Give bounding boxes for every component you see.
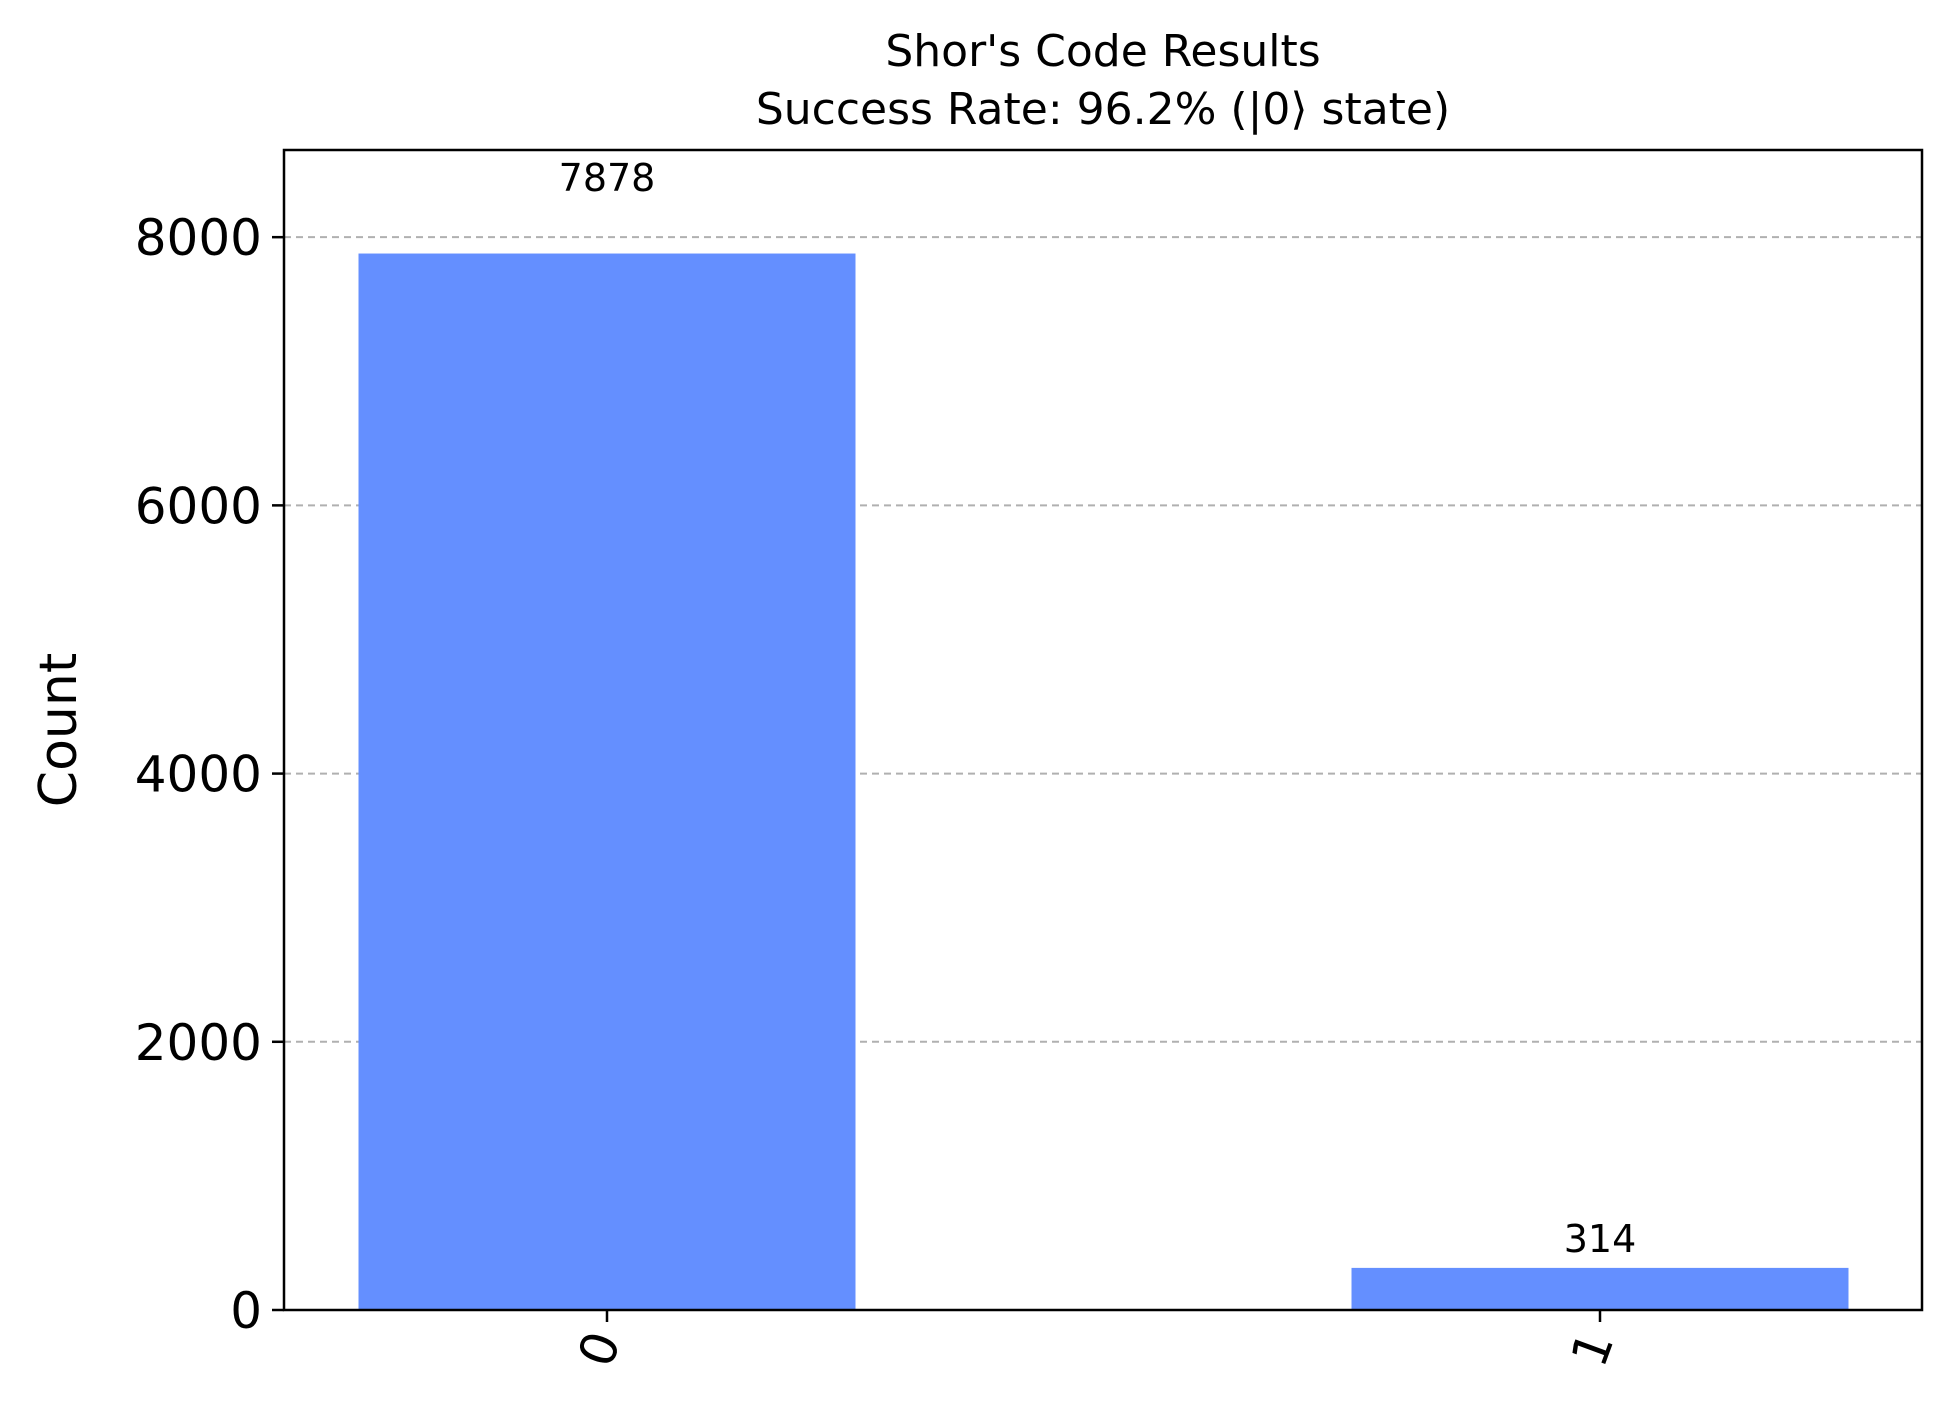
bar: [358, 253, 856, 1310]
bar-value-label: 314: [1564, 1217, 1637, 1261]
y-tick-label: 6000: [135, 477, 262, 535]
y-axis-label: Count: [29, 653, 89, 807]
y-tick-label: 2000: [135, 1014, 262, 1072]
chart-title: Shor's Code Results: [885, 26, 1320, 77]
axes-frame: [282, 148, 1924, 1312]
y-axis-ticks: 0 2000 4000 6000 8000: [135, 209, 284, 1340]
bar: [1351, 1267, 1849, 1310]
chart-subtitle: Success Rate: 96.2% (|0⟩ state): [756, 84, 1450, 135]
bar-value-label: 7878: [559, 156, 656, 200]
x-tick-label: 0: [567, 1324, 632, 1374]
bar-value-labels: 7878 314: [559, 156, 1637, 1261]
y-tick-label: 8000: [135, 209, 262, 267]
y-tick-label: 4000: [135, 746, 262, 804]
x-tick-label: 1: [1560, 1324, 1625, 1374]
bars: [358, 253, 1849, 1310]
y-tick-label: 0: [230, 1282, 262, 1340]
grid-lines: [284, 236, 1922, 1043]
